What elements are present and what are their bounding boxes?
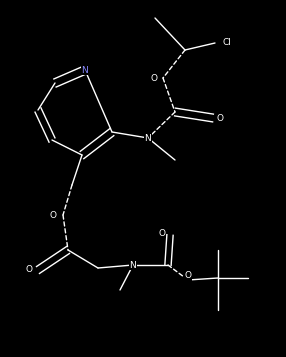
Text: N: N (130, 261, 136, 270)
Text: O: O (217, 114, 224, 122)
Text: N: N (145, 134, 151, 142)
Text: N: N (82, 65, 88, 75)
Text: O: O (151, 74, 158, 82)
Text: O: O (158, 229, 166, 238)
Text: O: O (49, 211, 57, 220)
Text: O: O (184, 271, 192, 280)
Text: Cl: Cl (222, 38, 231, 47)
Text: O: O (26, 266, 33, 275)
